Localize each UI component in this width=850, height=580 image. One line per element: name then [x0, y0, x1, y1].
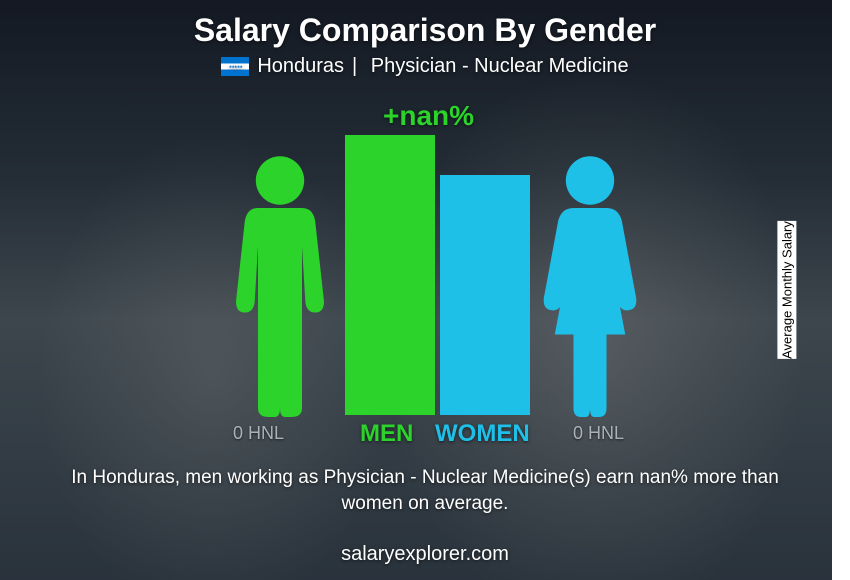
honduras-flag-icon: [221, 57, 249, 76]
subtitle-country: Honduras: [257, 55, 344, 78]
bar-women: [440, 175, 530, 415]
y-axis-label: Average Monthly Salary: [778, 221, 797, 359]
bar-men: [345, 135, 435, 415]
content-container: Salary Comparison By Gender Honduras | P…: [0, 0, 850, 580]
women-label: WOMEN: [435, 420, 530, 448]
man-icon: [225, 150, 335, 420]
gender-salary-chart: +nan% 0 HNL MEN WOMEN 0 HNL: [135, 100, 715, 460]
men-label: MEN: [360, 420, 413, 448]
description-text: In Honduras, men working as Physician - …: [0, 465, 850, 518]
subtitle-separator: |: [352, 55, 357, 78]
woman-icon: [535, 150, 645, 420]
subtitle-role: Physician - Nuclear Medicine: [365, 55, 628, 78]
subtitle: Honduras | Physician - Nuclear Medicine: [0, 55, 850, 78]
footer-attribution: salaryexplorer.com: [0, 543, 850, 566]
women-salary-value: 0 HNL: [573, 423, 624, 444]
men-salary-value: 0 HNL: [233, 423, 284, 444]
page-title: Salary Comparison By Gender: [0, 0, 850, 49]
difference-label: +nan%: [383, 100, 474, 132]
